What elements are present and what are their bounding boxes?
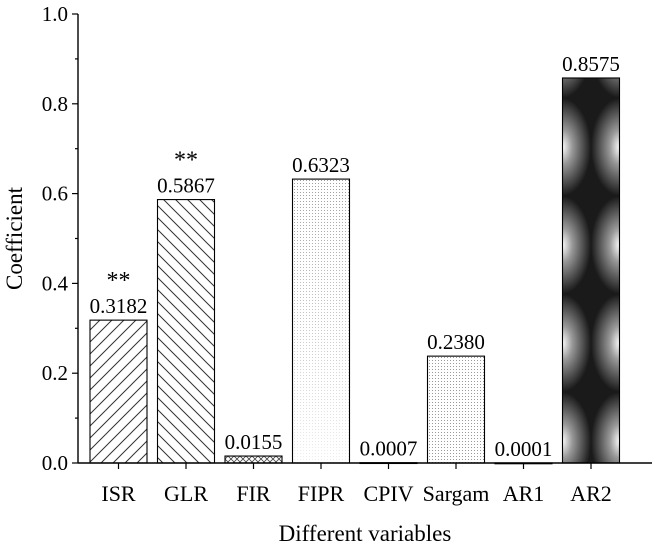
x-tick-label-fir: FIR	[236, 481, 271, 506]
x-tick-label-glr: GLR	[164, 481, 208, 506]
bar-ar2-fill	[562, 77, 620, 464]
bar-glr	[156, 199, 216, 464]
value-label-isr: 0.3182	[90, 294, 148, 318]
y-tick-label-3: 0.6	[42, 182, 68, 206]
value-label-ar2: 0.8575	[562, 52, 620, 76]
y-tick-label-0: 0.0	[42, 451, 68, 475]
bar-fir	[224, 455, 283, 464]
bar-fir-fill	[225, 456, 282, 463]
y-tick-label-2: 0.4	[42, 271, 69, 295]
x-tick-label-ar2: AR2	[570, 481, 612, 506]
bar-fipr	[291, 178, 351, 464]
x-tick-label-ar1: AR1	[503, 481, 545, 506]
x-tick-label-fipr: FIPR	[298, 481, 345, 506]
value-label-ar1: 0.0001	[495, 437, 553, 461]
significance-isr: **	[107, 268, 131, 294]
x-tick-label-cpiv: CPIV	[363, 481, 413, 506]
value-label-sargam: 0.2380	[427, 330, 485, 354]
value-label-cpiv: 0.0007	[360, 437, 418, 461]
bar-sargam	[426, 355, 486, 464]
bar-ar2	[561, 77, 621, 464]
x-tick-label-isr: ISR	[101, 481, 136, 506]
bars-group	[89, 77, 621, 465]
value-label-fipr: 0.6323	[292, 153, 350, 177]
bar-glr-fill	[157, 199, 215, 463]
bar-isr	[89, 319, 148, 464]
bar-isr-fill	[90, 320, 147, 463]
bar-sargam-fill	[427, 356, 485, 463]
bar-fipr-shade	[292, 179, 350, 464]
significance-glr: **	[174, 148, 198, 174]
y-axis-title: Coefficient	[2, 186, 27, 290]
x-axis-title: Different variables	[279, 521, 452, 546]
y-tick-label-5: 1.0	[42, 2, 68, 26]
y-tick-label-4: 0.8	[42, 92, 68, 116]
axes-group: ISR GLR FIR FIPR CPIV Sargam AR1 AR2 0.0 0.2 0.4 0.…	[2, 2, 652, 546]
value-label-glr: 0.5867	[157, 174, 215, 198]
y-tick-label-1: 0.2	[42, 361, 68, 385]
labels-group: 0.3182**0.5867**0.01550.63230.00070.2380…	[90, 52, 620, 461]
value-label-fir: 0.0155	[225, 430, 283, 454]
x-tick-label-sargam: Sargam	[423, 481, 490, 506]
